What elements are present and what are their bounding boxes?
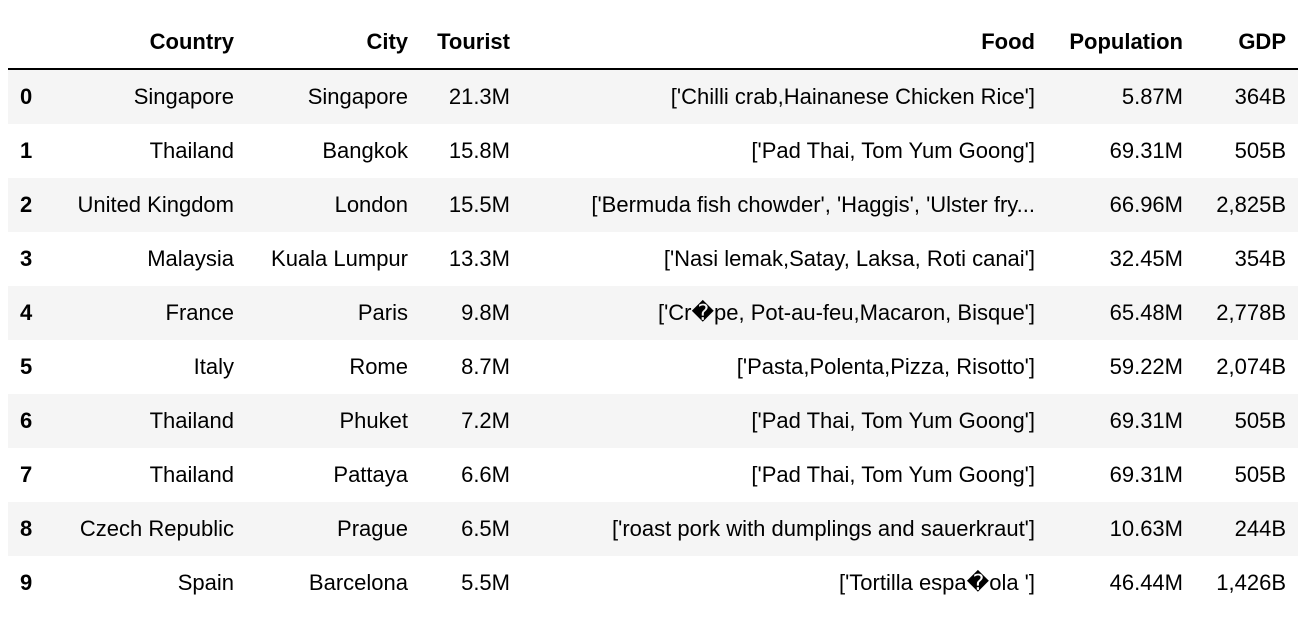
cell-city: Barcelona <box>308 570 408 595</box>
cell-food: ['Nasi lemak,Satay, Laksa, Roti canai'] <box>663 246 1035 271</box>
cell-country: United Kingdom <box>77 192 234 217</box>
row-index: 2 <box>20 192 33 217</box>
header-population: Population <box>1047 16 1195 70</box>
cell-tourist: 13.3M <box>448 246 510 271</box>
cell-food: ['Pasta,Polenta,Pizza, Risotto'] <box>736 354 1035 379</box>
cell-country: Czech Republic <box>79 516 234 541</box>
table-row: 7 Thailand Pattaya 6.6M ['Pad Thai, Tom … <box>8 448 1298 502</box>
cell-tourist: 8.7M <box>461 354 510 379</box>
dataframe-table: Country City Tourist Food Population GDP… <box>8 16 1298 610</box>
cell-tourist: 5.5M <box>461 570 510 595</box>
row-index: 1 <box>20 138 33 163</box>
cell-food: ['Chilli crab,Hainanese Chicken Rice'] <box>670 84 1035 109</box>
cell-gdp: 2,778B <box>1216 300 1286 325</box>
dataframe-output: Country City Tourist Food Population GDP… <box>8 16 1298 610</box>
row-index: 3 <box>20 246 33 271</box>
header-city: City <box>246 16 420 70</box>
cell-gdp: 354B <box>1234 246 1286 271</box>
cell-food: ['Pad Thai, Tom Yum Goong'] <box>751 462 1035 487</box>
table-row: 9 Spain Barcelona 5.5M ['Tortilla espa�o… <box>8 556 1298 610</box>
row-index: 9 <box>20 570 33 595</box>
cell-gdp: 244B <box>1234 516 1286 541</box>
cell-population: 69.31M <box>1109 408 1183 433</box>
cell-city: Kuala Lumpur <box>271 246 408 271</box>
cell-city: Bangkok <box>322 138 408 163</box>
cell-population: 59.22M <box>1109 354 1183 379</box>
cell-city: London <box>334 192 408 217</box>
cell-country: Italy <box>193 354 234 379</box>
header-food: Food <box>522 16 1047 70</box>
table-row: 5 Italy Rome 8.7M ['Pasta,Polenta,Pizza,… <box>8 340 1298 394</box>
header-row: Country City Tourist Food Population GDP <box>8 16 1298 70</box>
cell-population: 46.44M <box>1109 570 1183 595</box>
cell-gdp: 505B <box>1234 138 1286 163</box>
cell-population: 65.48M <box>1109 300 1183 325</box>
cell-food: ['Bermuda fish chowder', 'Haggis', 'Ulst… <box>591 192 1035 217</box>
table-row: 3 Malaysia Kuala Lumpur 13.3M ['Nasi lem… <box>8 232 1298 286</box>
cell-city: Phuket <box>339 408 409 433</box>
cell-gdp: 505B <box>1234 462 1286 487</box>
cell-country: Malaysia <box>147 246 234 271</box>
table-row: 2 United Kingdom London 15.5M ['Bermuda … <box>8 178 1298 232</box>
cell-population: 10.63M <box>1109 516 1183 541</box>
table-row: 1 Thailand Bangkok 15.8M ['Pad Thai, Tom… <box>8 124 1298 178</box>
header-tourist: Tourist <box>420 16 522 70</box>
header-country: Country <box>48 16 246 70</box>
cell-population: 69.31M <box>1109 138 1183 163</box>
cell-country: Spain <box>177 570 234 595</box>
table-row: 4 France Paris 9.8M ['Cr�pe, Pot-au-feu,… <box>8 286 1298 340</box>
cell-tourist: 21.3M <box>448 84 510 109</box>
cell-food: ['roast pork with dumplings and sauerkra… <box>612 516 1035 541</box>
cell-tourist: 15.8M <box>448 138 510 163</box>
row-index: 7 <box>20 462 33 487</box>
cell-tourist: 15.5M <box>448 192 510 217</box>
cell-gdp: 1,426B <box>1216 570 1286 595</box>
cell-food: ['Tortilla espa�ola '] <box>838 570 1035 595</box>
cell-country: Thailand <box>149 408 234 433</box>
cell-city: Paris <box>357 300 408 325</box>
cell-population: 69.31M <box>1109 462 1183 487</box>
cell-food: ['Pad Thai, Tom Yum Goong'] <box>751 408 1035 433</box>
cell-city: Singapore <box>307 84 408 109</box>
cell-population: 66.96M <box>1109 192 1183 217</box>
cell-country: Thailand <box>149 138 234 163</box>
header-gdp: GDP <box>1195 16 1298 70</box>
cell-city: Prague <box>337 516 408 541</box>
cell-city: Rome <box>349 354 408 379</box>
cell-population: 32.45M <box>1109 246 1183 271</box>
table-row: 8 Czech Republic Prague 6.5M ['roast por… <box>8 502 1298 556</box>
cell-gdp: 505B <box>1234 408 1286 433</box>
cell-country: Thailand <box>149 462 234 487</box>
cell-population: 5.87M <box>1121 84 1183 109</box>
cell-tourist: 7.2M <box>461 408 510 433</box>
cell-gdp: 2,825B <box>1216 192 1286 217</box>
cell-tourist: 6.6M <box>461 462 510 487</box>
header-index <box>8 16 48 70</box>
cell-food: ['Pad Thai, Tom Yum Goong'] <box>751 138 1035 163</box>
cell-country: Singapore <box>133 84 234 109</box>
row-index: 8 <box>20 516 33 541</box>
cell-country: France <box>165 300 234 325</box>
cell-tourist: 9.8M <box>461 300 510 325</box>
cell-city: Pattaya <box>333 462 408 487</box>
row-index: 4 <box>20 300 33 325</box>
row-index: 5 <box>20 354 33 379</box>
row-index: 6 <box>20 408 33 433</box>
cell-food: ['Cr�pe, Pot-au-feu,Macaron, Bisque'] <box>657 300 1035 325</box>
cell-tourist: 6.5M <box>461 516 510 541</box>
table-row: 0 Singapore Singapore 21.3M ['Chilli cra… <box>8 69 1298 124</box>
cell-gdp: 2,074B <box>1216 354 1286 379</box>
row-index: 0 <box>20 84 33 109</box>
table-row: 6 Thailand Phuket 7.2M ['Pad Thai, Tom Y… <box>8 394 1298 448</box>
cell-gdp: 364B <box>1234 84 1286 109</box>
